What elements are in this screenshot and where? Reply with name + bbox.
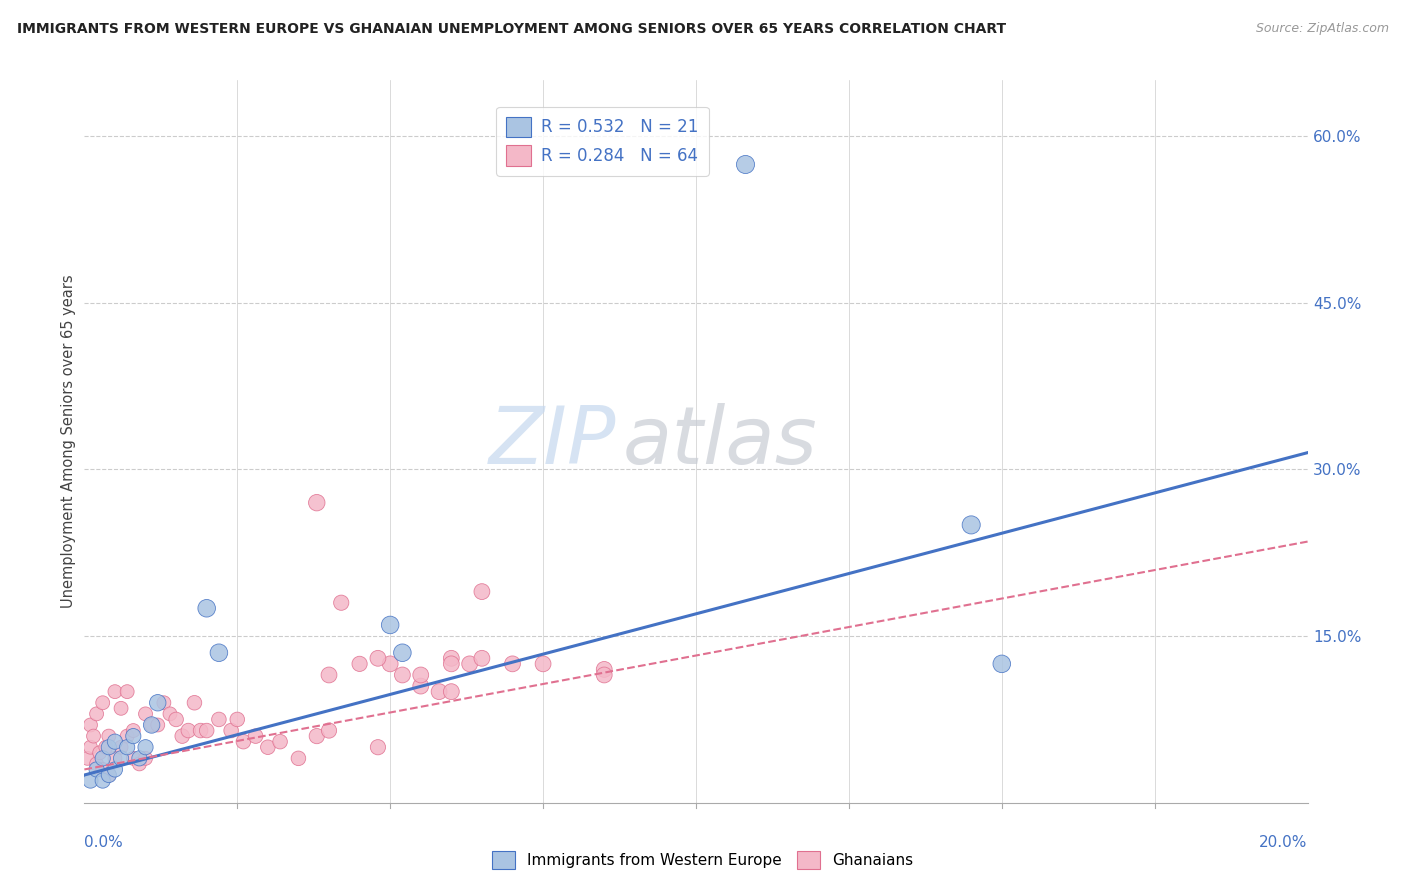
Point xyxy=(257,740,280,755)
Point xyxy=(318,723,340,738)
Point xyxy=(232,734,254,748)
Point xyxy=(86,706,108,721)
Point xyxy=(367,651,389,665)
Point xyxy=(86,756,108,771)
Point xyxy=(104,751,127,765)
Point xyxy=(440,684,463,698)
Text: atlas: atlas xyxy=(623,402,817,481)
Point xyxy=(409,679,432,693)
Point xyxy=(208,713,231,727)
Point xyxy=(287,751,309,765)
Point xyxy=(349,657,371,671)
Point xyxy=(471,651,494,665)
Point xyxy=(195,601,218,615)
Point xyxy=(391,668,413,682)
Point xyxy=(146,696,169,710)
Point xyxy=(593,662,616,676)
Text: 0.0%: 0.0% xyxy=(84,835,124,850)
Point xyxy=(146,718,169,732)
Point xyxy=(141,718,163,732)
Point xyxy=(115,729,138,743)
Point xyxy=(79,740,101,755)
Point xyxy=(305,496,328,510)
Point xyxy=(226,713,249,727)
Point xyxy=(190,723,212,738)
Point xyxy=(172,729,194,743)
Point xyxy=(165,713,187,727)
Text: 20.0%: 20.0% xyxy=(1260,835,1308,850)
Point xyxy=(91,773,114,788)
Point xyxy=(115,740,138,755)
Point xyxy=(135,751,157,765)
Point xyxy=(135,740,157,755)
Point xyxy=(122,751,145,765)
Point xyxy=(79,718,101,732)
Point xyxy=(110,701,132,715)
Point xyxy=(83,729,105,743)
Point xyxy=(269,734,291,748)
Point xyxy=(128,751,150,765)
Text: IMMIGRANTS FROM WESTERN EUROPE VS GHANAIAN UNEMPLOYMENT AMONG SENIORS OVER 65 YE: IMMIGRANTS FROM WESTERN EUROPE VS GHANAI… xyxy=(17,22,1007,37)
Point xyxy=(305,729,328,743)
Legend: Immigrants from Western Europe, Ghanaians: Immigrants from Western Europe, Ghanaian… xyxy=(486,845,920,875)
Point xyxy=(159,706,181,721)
Point xyxy=(122,729,145,743)
Point xyxy=(330,596,353,610)
Point xyxy=(219,723,242,738)
Point xyxy=(318,668,340,682)
Point xyxy=(110,751,132,765)
Point xyxy=(245,729,267,743)
Point xyxy=(471,584,494,599)
Point xyxy=(91,763,114,777)
Point xyxy=(86,763,108,777)
Point xyxy=(367,740,389,755)
Text: ZIP: ZIP xyxy=(489,402,616,481)
Point xyxy=(991,657,1014,671)
Point xyxy=(79,773,101,788)
Point xyxy=(94,740,117,755)
Point xyxy=(380,618,402,632)
Point xyxy=(409,668,432,682)
Point xyxy=(391,646,413,660)
Point xyxy=(128,756,150,771)
Legend: R = 0.532   N = 21, R = 0.284   N = 64: R = 0.532 N = 21, R = 0.284 N = 64 xyxy=(496,107,709,176)
Text: Source: ZipAtlas.com: Source: ZipAtlas.com xyxy=(1256,22,1389,36)
Point xyxy=(502,657,524,671)
Point xyxy=(380,657,402,671)
Point xyxy=(195,723,218,738)
Point xyxy=(153,696,176,710)
Point xyxy=(91,751,114,765)
Point xyxy=(97,768,120,782)
Y-axis label: Unemployment Among Seniors over 65 years: Unemployment Among Seniors over 65 years xyxy=(60,275,76,608)
Point xyxy=(135,706,157,721)
Point xyxy=(104,734,127,748)
Point xyxy=(97,768,120,782)
Point xyxy=(734,156,756,170)
Point xyxy=(458,657,481,671)
Point xyxy=(440,657,463,671)
Point xyxy=(531,657,554,671)
Point xyxy=(76,751,98,765)
Point xyxy=(115,684,138,698)
Point xyxy=(177,723,200,738)
Point xyxy=(440,651,463,665)
Point xyxy=(97,729,120,743)
Point xyxy=(110,740,132,755)
Point xyxy=(89,746,111,760)
Point xyxy=(960,517,983,532)
Point xyxy=(104,684,127,698)
Point xyxy=(97,740,120,755)
Point xyxy=(141,718,163,732)
Point xyxy=(91,696,114,710)
Point xyxy=(183,696,205,710)
Point xyxy=(427,684,450,698)
Point xyxy=(593,668,616,682)
Point xyxy=(104,763,127,777)
Point xyxy=(122,723,145,738)
Point xyxy=(208,646,231,660)
